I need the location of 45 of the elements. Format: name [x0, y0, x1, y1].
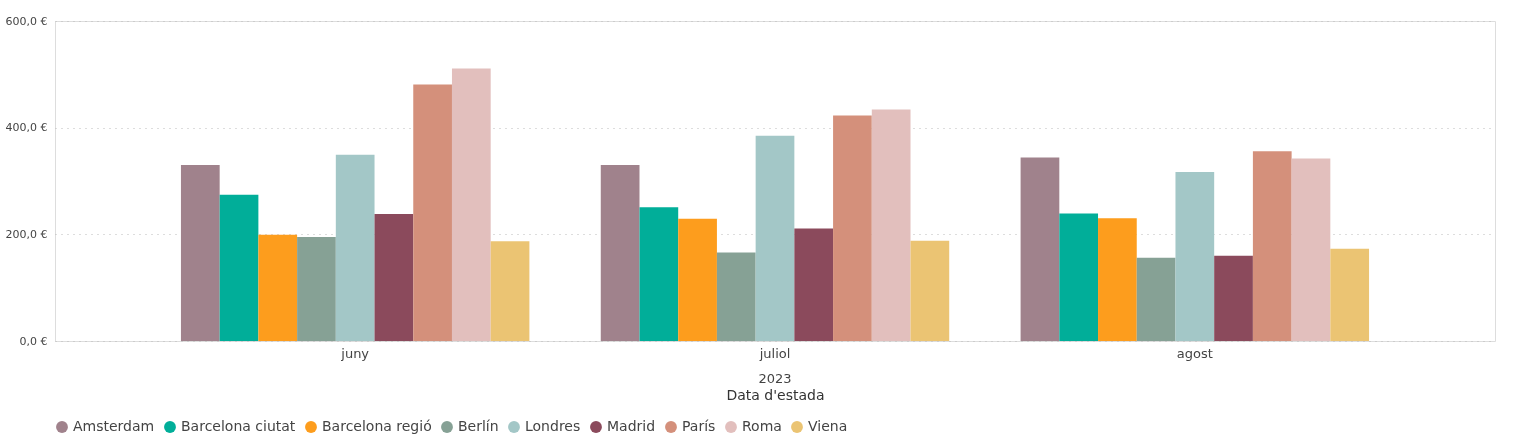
bar: [490, 241, 530, 341]
bar: [1214, 255, 1253, 341]
x-tick-label: agost: [1176, 345, 1213, 361]
legend-label: Berlín: [458, 418, 499, 434]
bar: [1020, 157, 1060, 341]
bar: [180, 165, 220, 341]
legend-label: Madrid: [607, 418, 656, 434]
bar: [1291, 158, 1331, 341]
legend-label: París: [682, 418, 716, 434]
bar: [219, 194, 259, 341]
bar: [600, 165, 640, 341]
bar: [1330, 248, 1370, 341]
y-tick-label: 200,0 €: [5, 227, 48, 241]
bar: [1098, 218, 1137, 341]
legend-label: Barcelona ciutat: [181, 418, 296, 434]
legend-label: Barcelona regió: [322, 418, 432, 434]
bar: [413, 84, 452, 341]
bar: [1136, 257, 1176, 341]
bar: [794, 228, 834, 341]
legend-label: Viena: [808, 418, 848, 434]
bar: [639, 207, 679, 341]
bar: [871, 109, 911, 341]
text: 2023: [758, 371, 792, 386]
legend-label: Roma: [742, 418, 782, 434]
bar: [1252, 151, 1292, 341]
bar: [451, 68, 491, 341]
y-tick-label: 600,0 €: [5, 14, 48, 28]
y-tick-label: 0,0 €: [19, 334, 48, 348]
bar: [755, 135, 795, 341]
legend-label: Amsterdam: [73, 418, 155, 434]
legend-label: Londres: [525, 418, 581, 434]
bar: [374, 214, 414, 341]
x-tick-label: juliol: [758, 345, 791, 361]
x-axis-title: Data d'estada: [726, 386, 825, 403]
bar: [910, 240, 950, 341]
bar: [678, 218, 717, 341]
x-tick-label: juny: [340, 345, 370, 361]
bar: [716, 252, 756, 341]
y-tick-label: 400,0 €: [5, 121, 48, 135]
bar: [1175, 171, 1215, 341]
bar: [1059, 213, 1099, 341]
bar: [297, 237, 336, 341]
bar: [335, 154, 375, 341]
bar: [833, 115, 872, 341]
bar: [258, 234, 298, 341]
